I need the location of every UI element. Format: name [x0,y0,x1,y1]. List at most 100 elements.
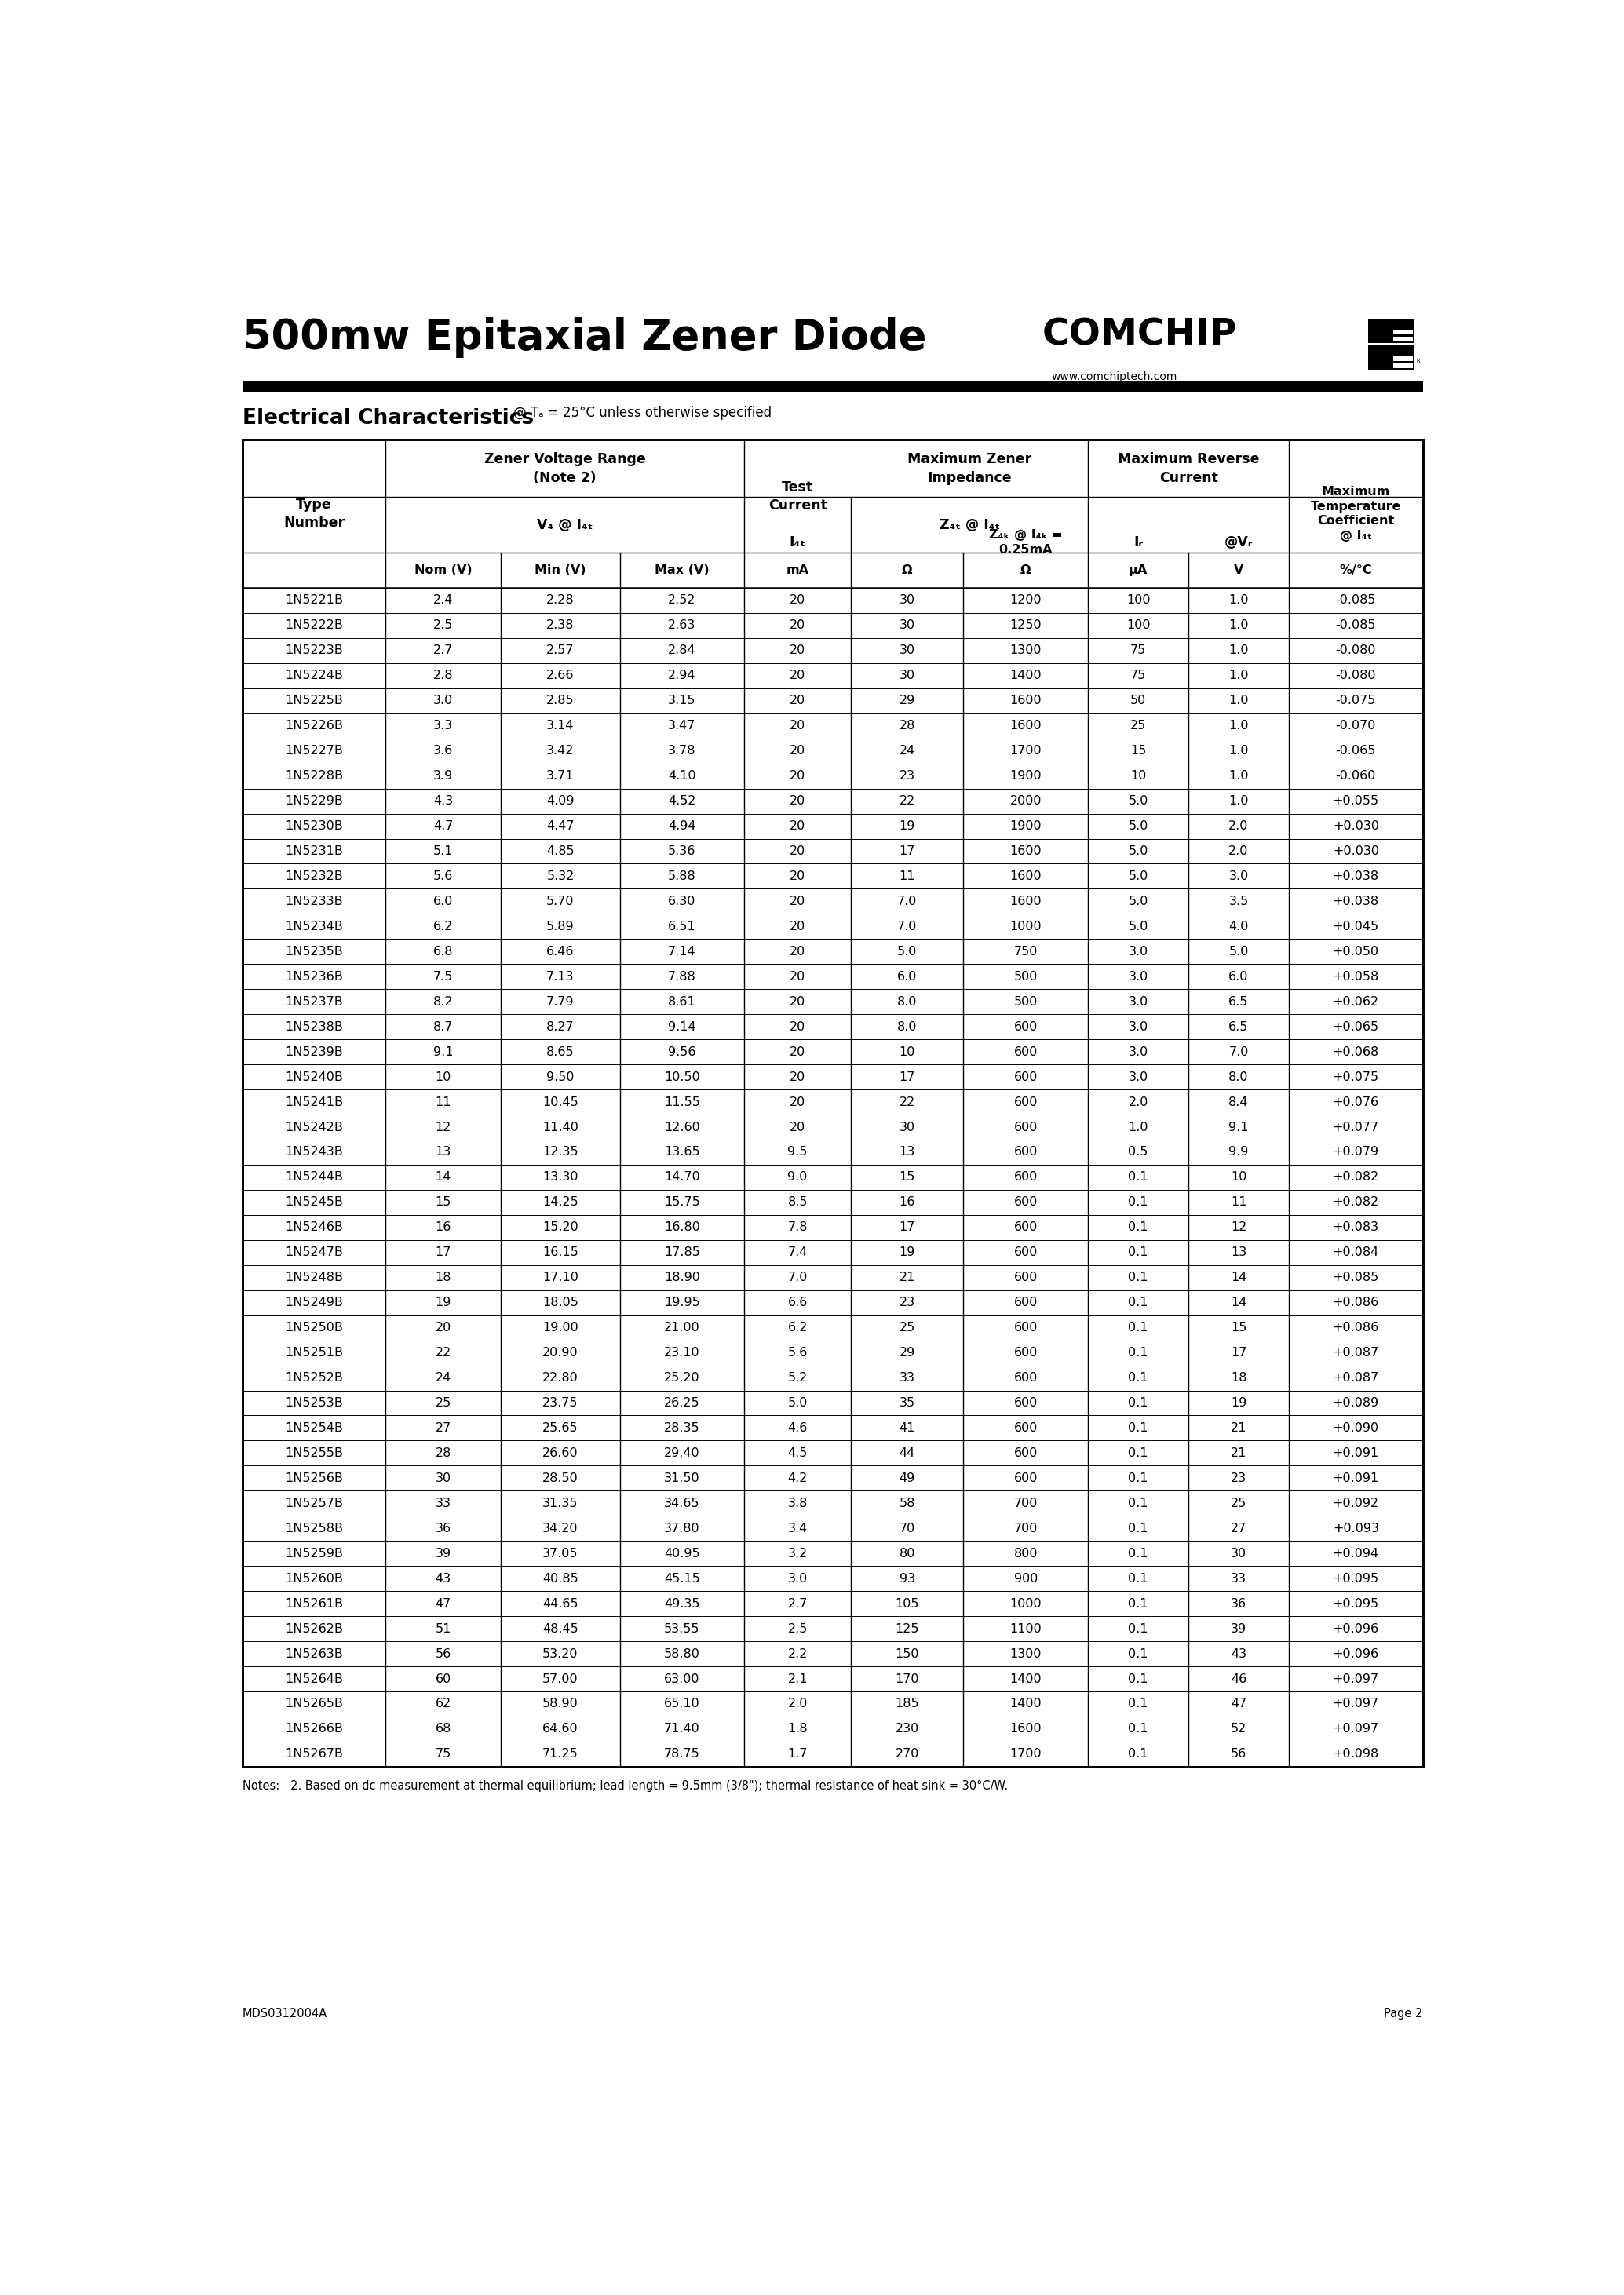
Text: 1N5261B: 1N5261B [284,1597,343,1609]
Text: 1.0: 1.0 [1229,620,1249,631]
Text: 10.45: 10.45 [542,1097,578,1108]
Text: 1N5264B: 1N5264B [286,1673,343,1685]
Text: 2.7: 2.7 [434,645,453,656]
Text: 25: 25 [1130,721,1147,732]
Text: 1N5232B: 1N5232B [286,870,343,881]
Text: 2.28: 2.28 [546,594,575,606]
Bar [1393,363,1413,367]
Text: 0.1: 0.1 [1129,1372,1148,1384]
Bar [1367,319,1413,342]
Text: 4.47: 4.47 [546,819,575,833]
Text: 1.0: 1.0 [1229,794,1249,808]
Text: 14: 14 [435,1170,451,1184]
Text: 4.85: 4.85 [546,845,575,856]
Text: 7.4: 7.4 [788,1246,807,1258]
Text: 600: 600 [1013,1122,1038,1134]
Text: 3.2: 3.2 [788,1547,807,1558]
Text: Type
Number: Type Number [283,498,344,530]
Text: 26.25: 26.25 [664,1398,700,1409]
Text: 1N5254B: 1N5254B [286,1423,343,1434]
Text: 18: 18 [435,1271,451,1283]
Text: 2.7: 2.7 [788,1597,807,1609]
Text: 13: 13 [900,1145,914,1159]
Text: 2.1: 2.1 [788,1673,807,1685]
Text: 30: 30 [900,670,914,682]
Text: 1N5236B: 1N5236B [286,971,343,982]
Text: 2.2: 2.2 [788,1648,807,1659]
Text: 0.1: 0.1 [1129,1749,1148,1760]
Text: 9.1: 9.1 [434,1047,453,1058]
Text: 30: 30 [1231,1547,1247,1558]
Text: 1N5242B: 1N5242B [286,1122,343,1134]
Text: 18: 18 [1231,1372,1247,1384]
Text: 44: 44 [900,1448,914,1460]
Text: 37.05: 37.05 [542,1547,578,1558]
Text: 5.89: 5.89 [546,920,575,932]
Text: 1.0: 1.0 [1229,771,1249,783]
Text: 1.0: 1.0 [1229,645,1249,656]
Text: 20: 20 [789,895,806,907]
Text: 56: 56 [435,1648,451,1659]
Text: 4.7: 4.7 [434,819,453,833]
Text: +0.038: +0.038 [1333,895,1379,907]
Text: 5.88: 5.88 [667,870,697,881]
Text: 33: 33 [1231,1572,1247,1584]
Text: Z₄ₜ @ I₄ₜ: Z₄ₜ @ I₄ₜ [939,519,1000,532]
Text: 1600: 1600 [1010,1724,1041,1735]
Text: 29: 29 [900,695,914,707]
Text: 17: 17 [900,1072,914,1083]
Text: 150: 150 [895,1648,919,1659]
Text: 1N5222B: 1N5222B [286,620,343,631]
Text: 1N5256B: 1N5256B [286,1473,343,1485]
Text: 5.0: 5.0 [1129,870,1148,881]
Text: 15: 15 [1130,746,1147,757]
Text: COMCHIP: COMCHIP [1043,317,1237,353]
Bar [1393,330,1413,335]
Text: 6.5: 6.5 [1229,996,1249,1008]
Text: 15.75: 15.75 [664,1196,700,1207]
Text: +0.091: +0.091 [1333,1473,1379,1485]
Text: 25: 25 [435,1398,451,1409]
Text: 19: 19 [435,1297,451,1308]
Bar [242,381,1423,392]
Text: 1N5245B: 1N5245B [286,1196,343,1207]
Text: 7.0: 7.0 [1229,1047,1249,1058]
Text: 15: 15 [1231,1322,1247,1333]
Text: 12.35: 12.35 [542,1145,578,1159]
Text: 23: 23 [900,1297,914,1308]
Text: 93: 93 [900,1572,914,1584]
Text: 600: 600 [1013,1473,1038,1485]
Text: 8.0: 8.0 [896,996,918,1008]
Text: 1700: 1700 [1010,746,1041,757]
Text: 5.0: 5.0 [1129,794,1148,808]
Text: 30: 30 [900,645,914,656]
Text: 10: 10 [435,1072,451,1083]
Text: 58.80: 58.80 [664,1648,700,1659]
Text: 1600: 1600 [1010,695,1041,707]
Text: 5.0: 5.0 [1229,946,1249,957]
Text: 7.0: 7.0 [896,920,918,932]
Text: 24: 24 [435,1372,451,1384]
Text: 15.20: 15.20 [542,1221,578,1232]
Text: +0.038: +0.038 [1333,870,1379,881]
Text: 22: 22 [435,1347,451,1359]
Text: 1N5231B: 1N5231B [286,845,343,856]
Text: 1N5223B: 1N5223B [286,645,343,656]
Text: 230: 230 [895,1724,919,1735]
Text: 20: 20 [789,819,806,833]
Text: 6.8: 6.8 [434,946,453,957]
Text: 0.1: 0.1 [1129,1196,1148,1207]
Text: 11.40: 11.40 [542,1122,578,1134]
Text: 0.1: 0.1 [1129,1597,1148,1609]
Text: 27: 27 [1231,1522,1247,1535]
Text: 500: 500 [1013,971,1038,982]
Text: 600: 600 [1013,1021,1038,1033]
Text: 65.10: 65.10 [664,1698,700,1710]
Text: 20: 20 [789,771,806,783]
Text: Ω: Ω [1020,565,1031,576]
Text: 18.90: 18.90 [664,1271,700,1283]
Text: 31.50: 31.50 [664,1473,700,1485]
Text: 20: 20 [789,1047,806,1058]
Text: 4.94: 4.94 [667,819,697,833]
Text: 8.61: 8.61 [667,996,697,1008]
